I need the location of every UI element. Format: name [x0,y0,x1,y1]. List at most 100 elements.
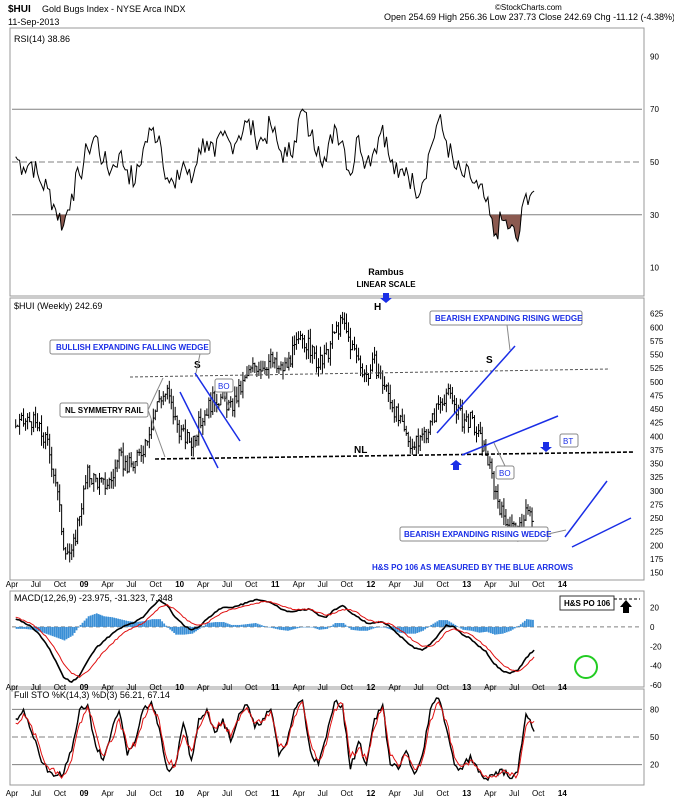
macd-hist-bar [15,626,18,629]
macd-hist-bar [458,626,461,628]
rsi-oversold-fill [55,214,522,242]
hs-po-box-label: H&S PO 106 [564,599,611,608]
macd-hist-bar [424,626,427,630]
macd-hist-bar [485,626,488,632]
bo-box-1: BO [214,378,234,393]
rsi-tick-10: 10 [650,264,659,273]
macd-hist-bar [61,626,64,640]
macd-hist-bar [147,620,150,627]
time-label: Oct [436,789,449,798]
macd-hist-bar [232,624,235,627]
macd-hist-bar [238,624,241,627]
price-bar [156,401,160,412]
macd-hist-bar [400,626,403,633]
macd-hist-bar [487,626,490,633]
macd-hist-bar [336,623,339,627]
macd-hist-bar [262,625,265,627]
price-bar [29,412,32,423]
neckline-arrow-icon [450,460,462,470]
macd-hist-bar [470,626,473,631]
macd-hist-bar [264,626,267,627]
price-title: $HUI (Weekly) 242.69 [14,301,102,311]
macd-hist-bar [372,626,375,629]
bearish-wedge-top-box: BEARISH EXPANDING RISING WEDGE [429,310,583,326]
macd-hist-bar [493,626,496,635]
macd-hist-bar [320,626,323,630]
bearish-wedge-top-pointer [506,324,511,351]
macd-hist-bar [362,626,365,631]
macd-hist-bar [161,621,164,627]
macd-hist-bar [69,626,72,637]
macd-hist-bar [49,626,52,636]
macd-hist-bar [175,626,177,635]
sto-d-line [15,701,535,779]
macd-signal-line [15,600,535,678]
price-tick-625: 625 [650,310,664,319]
time-label: 11 [271,789,280,798]
macd-hist-bar [430,624,433,627]
macd-hist-bar [47,626,50,635]
rsi-tick-50: 50 [650,158,659,167]
macd-hist-bar [244,624,247,627]
macd-hist-bar [505,626,508,633]
macd-hist-bar [266,626,269,628]
macd-hist-bar [376,626,379,628]
macd-hist-bar [308,626,311,628]
nl-symmetry-rail [129,368,611,378]
macd-hist-bar [288,626,291,631]
macd-hist-bar [527,619,530,627]
time-label: Jul [222,580,232,589]
macd-hist-bar [478,626,481,633]
macd-hist-bar [91,614,94,627]
macd-hist-bar [85,618,88,627]
macd-hist-bar [328,626,331,628]
macd-tick-0: 0 [650,623,655,632]
macd-hist-bar [276,626,279,630]
macd-hist-bar [165,625,168,627]
time-label: Oct [341,683,354,692]
macd-hist-bar [51,626,54,637]
macd-hist-bar [111,617,114,627]
time-label: 11 [271,683,280,692]
macd-hist-bar [83,620,86,627]
macd-hist-bar [59,626,62,639]
macd-hist-bar [167,626,170,628]
macd-hist-bar [511,626,514,630]
macd-hist-bar [466,626,469,631]
macd-hist-bar [507,626,510,632]
macd-hist-bar [515,626,518,628]
sto-k-line [15,697,535,782]
bullish-wedge-lower [179,391,219,469]
macd-hist-bar [43,626,46,634]
macd-hist-bar [39,626,42,632]
bt-box: BT [559,433,579,448]
macd-hist-bar [77,626,80,628]
price-tick-525: 525 [650,364,664,373]
macd-hist-bar [65,626,68,640]
time-label: Apr [484,580,497,589]
index-name: Gold Bugs Index - NYSE Arca INDX [42,4,186,14]
macd-hist-bar [35,626,38,631]
macd-hist-bar [388,626,391,630]
macd-hist-bar [113,617,116,627]
macd-hist-bar [426,626,429,628]
macd-hist-bar [151,619,154,627]
neckline-label: NL [354,445,367,456]
price-tick-375: 375 [650,446,664,455]
macd-hist-bar [440,620,443,627]
macd-hist-bar [495,626,498,635]
time-label: Oct [54,683,67,692]
macd-hist-bar [474,626,477,632]
macd-hist-bar [404,626,407,634]
macd-hist-bar [224,622,227,627]
macd-hist-bar [272,626,275,629]
macd-hist-bar [258,624,261,627]
macd-hist-bar [125,620,128,627]
time-label: Jul [413,789,423,798]
macd-hist-bar [228,624,231,627]
price-tick-350: 350 [650,460,664,469]
macd-title: MACD(12,26,9) -23.975, -31.323, 7.348 [14,593,173,603]
macd-hist-bar [214,622,217,627]
time-label: Apr [484,683,497,692]
price-tick-550: 550 [650,351,664,360]
